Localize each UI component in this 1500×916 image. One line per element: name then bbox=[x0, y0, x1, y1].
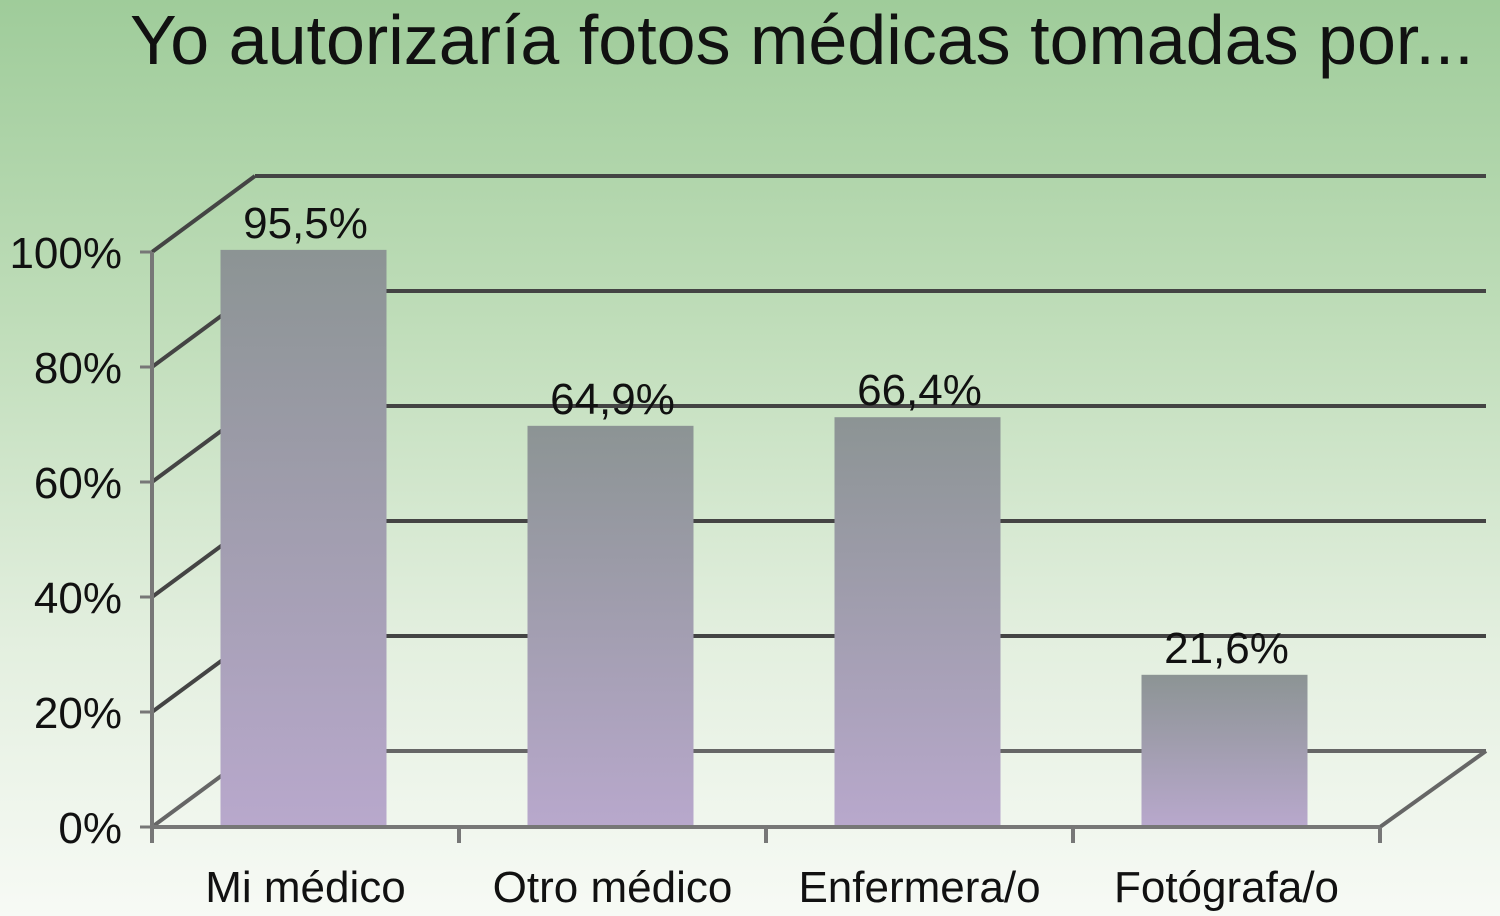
bar bbox=[834, 417, 1001, 825]
bar bbox=[527, 425, 694, 825]
axes bbox=[140, 250, 1382, 843]
data-label: 66,4% bbox=[857, 366, 982, 415]
y-tick-label: 40% bbox=[34, 574, 122, 623]
gridline-side bbox=[150, 174, 257, 254]
y-tick-label: 80% bbox=[34, 344, 122, 393]
bars bbox=[220, 249, 1308, 825]
data-label: 21,6% bbox=[1164, 624, 1289, 673]
category-label: Enfermera/o bbox=[798, 863, 1040, 912]
labels: 0% 20% 40% 60% 80% 100% 95,5% Mi médico 64,9% Otr… bbox=[9, 199, 1339, 912]
category-label: Otro médico bbox=[493, 863, 733, 912]
bar bbox=[220, 249, 387, 825]
data-label: 64,9% bbox=[550, 375, 675, 424]
y-tick-label: 100% bbox=[9, 229, 122, 278]
category-label: Mi médico bbox=[205, 863, 406, 912]
y-tick-label: 60% bbox=[34, 459, 122, 508]
y-tick-label: 20% bbox=[34, 689, 122, 738]
chart-title: Yo autorizaría fotos médicas tomadas por… bbox=[130, 1, 1474, 79]
data-label: 95,5% bbox=[243, 199, 368, 248]
floor-right-edge bbox=[1378, 749, 1488, 829]
y-tick-label: 0% bbox=[58, 804, 122, 853]
bar bbox=[1141, 674, 1308, 825]
category-label: Fotógrafa/o bbox=[1114, 863, 1339, 912]
